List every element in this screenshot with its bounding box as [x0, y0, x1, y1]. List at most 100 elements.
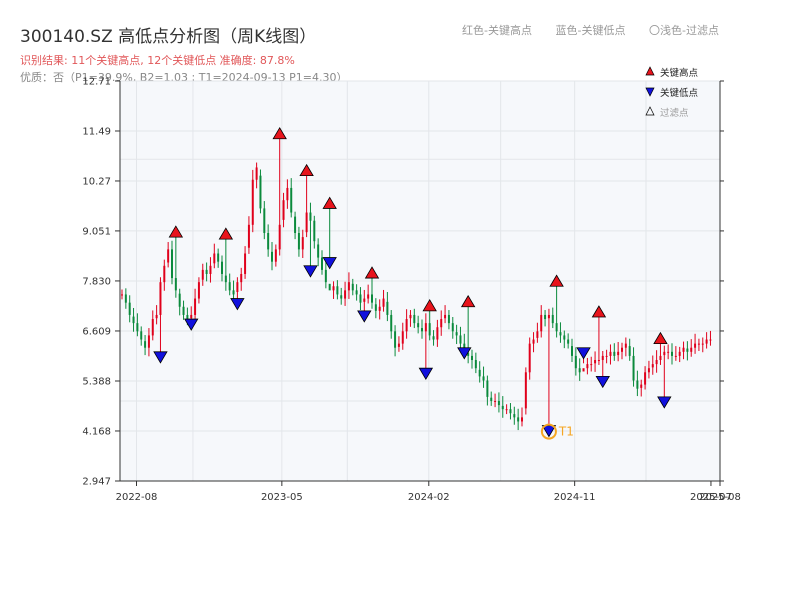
candle-body [140, 331, 143, 340]
candle-body [532, 339, 535, 344]
x-tick-label: 2024-11 [554, 492, 596, 503]
y-tick-label: 12.71 [82, 77, 111, 88]
key-low-marker [418, 367, 434, 380]
key-low-marker [357, 310, 372, 323]
candle-body [617, 351, 620, 356]
y-tick-label: 6.609 [82, 326, 111, 337]
candle-body [601, 355, 604, 361]
candle-body [609, 351, 612, 356]
candle-body [382, 298, 385, 307]
candle-body [182, 306, 185, 315]
candle-body [297, 233, 300, 250]
candle-body [413, 314, 416, 324]
candle-body [194, 298, 197, 315]
candle-body [359, 294, 362, 303]
candle-body [228, 282, 231, 291]
candle-body [336, 286, 339, 295]
candle-body [197, 282, 200, 299]
legend-marker [645, 106, 655, 116]
candle-body [590, 364, 593, 366]
legend-marker [645, 87, 655, 97]
candle-body [651, 364, 654, 368]
legend-label: 关键高点 [660, 67, 699, 79]
legend-label: 关键低点 [660, 87, 699, 99]
top-legend-blue: 蓝色-关键低点 [555, 24, 626, 37]
candle-body [286, 187, 289, 201]
candle-body [682, 347, 685, 352]
key-high-marker [460, 294, 476, 308]
candle-body [628, 346, 631, 356]
candle-body [397, 343, 400, 347]
candle-body [340, 295, 343, 299]
candle-body [432, 336, 435, 340]
candle-body [459, 335, 462, 344]
key-low-marker [457, 347, 472, 360]
key-high-marker [549, 274, 564, 287]
candle-body [251, 179, 254, 225]
key-low-marker [657, 396, 672, 409]
candle-body [524, 372, 527, 409]
candle-body [190, 314, 193, 319]
candle-body [240, 273, 243, 283]
candle-body [167, 249, 170, 263]
candle-body [594, 360, 597, 364]
candle-body [274, 249, 277, 262]
candle-body [655, 360, 658, 365]
top-legend-red: 红色-关键高点 [462, 24, 532, 37]
candle-body [451, 323, 454, 332]
candle-body [351, 283, 354, 291]
candle-body [547, 314, 550, 319]
candle-body [417, 323, 420, 328]
candle-body [374, 304, 377, 311]
candle-body [544, 314, 547, 320]
candle-body [205, 269, 208, 274]
candle-body [701, 343, 704, 345]
candle-body [428, 323, 431, 336]
candle-body [151, 319, 154, 336]
candle-body [201, 269, 204, 280]
candle-body [324, 269, 327, 283]
candle-body [571, 346, 573, 356]
chart-title: 300140.SZ 高低点分析图（周K线图） [20, 27, 317, 47]
candle-body [371, 294, 373, 303]
candle-body [421, 328, 423, 332]
candle-body [163, 265, 166, 283]
t1-ring [540, 423, 557, 440]
candle-body [497, 400, 500, 406]
candles [121, 138, 712, 431]
candle-body [471, 355, 473, 361]
candle-body [390, 314, 393, 332]
candle-body [509, 409, 512, 414]
candle-body [221, 261, 223, 274]
x-tick-label: 2025-07 [690, 492, 732, 503]
candle-body [290, 187, 293, 213]
candle-body [213, 253, 216, 264]
recognition-summary: 识别结果: 11个关键高点, 12个关键低点 准确度: 87.8% [20, 54, 295, 67]
candle-body [305, 212, 308, 233]
candle-body [540, 314, 543, 332]
candle-body [686, 348, 689, 352]
key-low-marker [184, 318, 199, 331]
candle-body [613, 351, 616, 356]
candle-body [174, 278, 177, 291]
candle-body [186, 314, 189, 320]
key-low-marker [303, 265, 318, 278]
candle-body [636, 380, 639, 389]
candle-body [563, 335, 566, 340]
key-high-marker [591, 305, 607, 318]
candle-body [478, 369, 481, 377]
candle-body [494, 400, 497, 402]
candle-body [536, 331, 539, 338]
candle-body [363, 298, 366, 302]
legend-label: 过滤点 [660, 107, 689, 119]
candle-body [136, 323, 139, 332]
axes: 2.947 4.168 5.388 6.609 7.830 9.051 10.27 11.49… [82, 77, 741, 504]
key-low-marker [576, 347, 591, 360]
candle-body [640, 384, 643, 388]
candle-body [155, 314, 158, 319]
candle-body [313, 220, 316, 242]
candle-body [147, 335, 150, 348]
candle-body [301, 237, 304, 250]
candle-body [255, 167, 258, 180]
